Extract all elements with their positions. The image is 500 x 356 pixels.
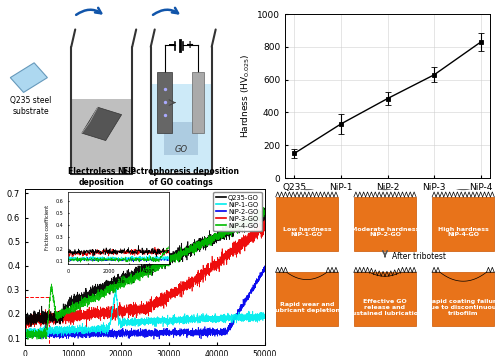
Legend: Q235-GO, NiP-1-GO, NiP-2-GO, NiP-3-GO, NiP-4-GO: Q235-GO, NiP-1-GO, NiP-2-GO, NiP-3-GO, N… xyxy=(214,192,262,231)
Text: High hardness
NiP-4-GO: High hardness NiP-4-GO xyxy=(438,227,488,237)
Text: Effective GO
release and
sustained lubrication: Effective GO release and sustained lubri… xyxy=(348,299,422,316)
Polygon shape xyxy=(82,107,122,141)
Polygon shape xyxy=(192,72,204,133)
Bar xyxy=(276,197,338,251)
Text: +: + xyxy=(186,40,194,50)
Bar xyxy=(432,272,494,326)
Polygon shape xyxy=(151,84,212,172)
Text: Q235 steel
substrate: Q235 steel substrate xyxy=(10,96,51,115)
Y-axis label: Hardness (HV$_{0.025}$): Hardness (HV$_{0.025}$) xyxy=(239,54,252,138)
Point xyxy=(160,86,168,91)
Text: Rapid coating failure
due to discontinuous
tribofilm: Rapid coating failure due to discontinuo… xyxy=(426,299,500,316)
Y-axis label: Friction coefficient: Friction coefficient xyxy=(0,222,2,312)
Point xyxy=(160,112,168,117)
Polygon shape xyxy=(446,177,480,189)
Polygon shape xyxy=(72,99,132,172)
Text: Electroless Ni-P
deposition: Electroless Ni-P deposition xyxy=(68,167,136,187)
Text: Electrophoresis deposition
of GO coatings: Electrophoresis deposition of GO coating… xyxy=(123,167,239,187)
Text: −: − xyxy=(168,40,176,50)
Bar xyxy=(25,297,49,345)
Text: After tribotest: After tribotest xyxy=(392,252,446,261)
Polygon shape xyxy=(290,177,324,189)
Bar xyxy=(276,272,338,326)
Bar xyxy=(432,197,494,251)
Polygon shape xyxy=(164,122,198,155)
Bar xyxy=(354,197,416,251)
Polygon shape xyxy=(10,63,48,93)
Bar xyxy=(354,272,416,326)
Text: GO: GO xyxy=(174,145,188,154)
Polygon shape xyxy=(158,72,172,133)
Text: Low hardness
NiP-1-GO: Low hardness NiP-1-GO xyxy=(282,227,331,237)
Text: Moderate hardness
NiP-2-GO: Moderate hardness NiP-2-GO xyxy=(351,227,419,237)
Polygon shape xyxy=(368,177,402,189)
Point xyxy=(160,99,168,105)
Text: Rapid wear and
lubricant depletion: Rapid wear and lubricant depletion xyxy=(274,302,340,313)
